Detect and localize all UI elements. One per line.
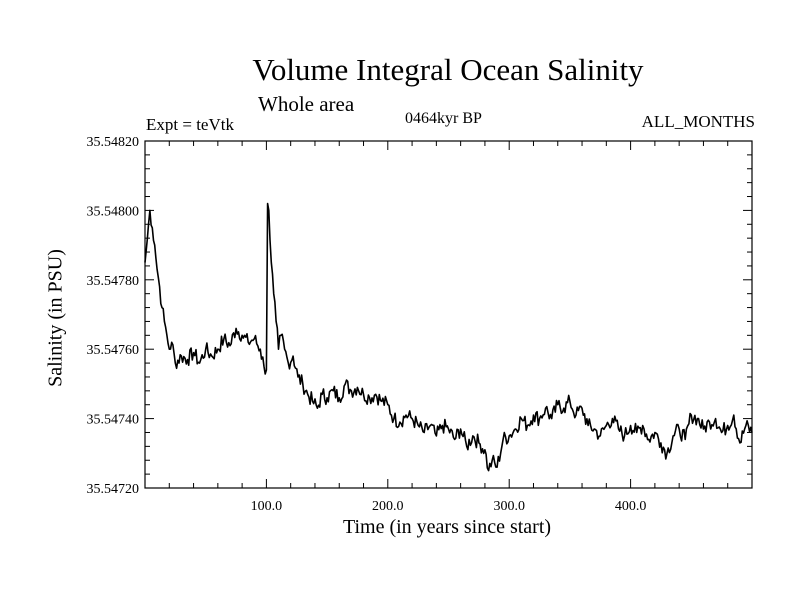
x-tick-label: 400.0 (615, 499, 647, 514)
y-tick-label: 35.54740 (87, 413, 140, 428)
y-tick-label: 35.54800 (87, 204, 140, 219)
x-tick-label: 200.0 (372, 499, 404, 514)
y-tick-label: 35.54780 (87, 274, 140, 289)
experiment-label: Expt = teVtk (146, 115, 234, 134)
period-label: 0464kyr BP (405, 110, 482, 127)
chart-subtitle: Whole area (258, 92, 355, 116)
series-line-salinity (144, 202, 753, 472)
months-label: ALL_MONTHS (641, 112, 755, 131)
plot-frame (144, 140, 753, 489)
x-tick-label: 100.0 (251, 499, 283, 514)
chart-title: Volume Integral Ocean Salinity (252, 52, 644, 87)
y-tick-label: 35.54820 (87, 135, 140, 150)
x-axis-label: Time (in years since start) (342, 516, 552, 538)
y-tick-label: 35.54720 (87, 482, 140, 497)
x-tick-label: 300.0 (493, 499, 525, 514)
y-tick-label: 35.54760 (87, 343, 140, 358)
